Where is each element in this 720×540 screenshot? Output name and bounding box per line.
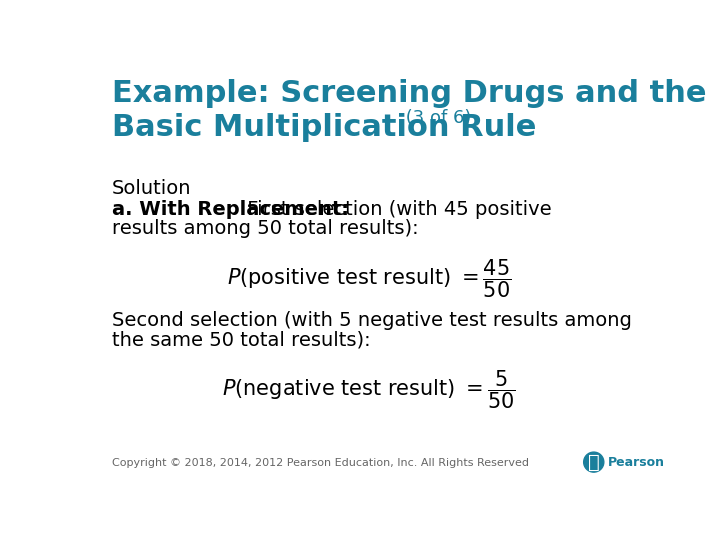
Text: First selection (with 45 positive: First selection (with 45 positive (241, 200, 552, 219)
Text: $P$(positive test result) $= \dfrac{45}{50}$: $P$(positive test result) $= \dfrac{45}{… (227, 257, 511, 300)
Text: a. With Replacement:: a. With Replacement: (112, 200, 348, 219)
Text: Solution: Solution (112, 179, 192, 198)
Circle shape (584, 452, 604, 472)
Text: the same 50 total results):: the same 50 total results): (112, 330, 370, 349)
Text: results among 50 total results):: results among 50 total results): (112, 219, 418, 238)
Text: (3 of 6): (3 of 6) (400, 110, 472, 127)
Text: Example: Screening Drugs and the: Example: Screening Drugs and the (112, 79, 706, 107)
Text: Basic Multiplication Rule: Basic Multiplication Rule (112, 112, 536, 141)
Text: Pearson: Pearson (608, 456, 665, 469)
Text: Ⓟ: Ⓟ (588, 453, 600, 471)
Text: Second selection (with 5 negative test results among: Second selection (with 5 negative test r… (112, 311, 631, 330)
Text: Copyright © 2018, 2014, 2012 Pearson Education, Inc. All Rights Reserved: Copyright © 2018, 2014, 2012 Pearson Edu… (112, 457, 528, 468)
Text: $P$(negative test result) $= \dfrac{5}{50}$: $P$(negative test result) $= \dfrac{5}{5… (222, 369, 516, 411)
